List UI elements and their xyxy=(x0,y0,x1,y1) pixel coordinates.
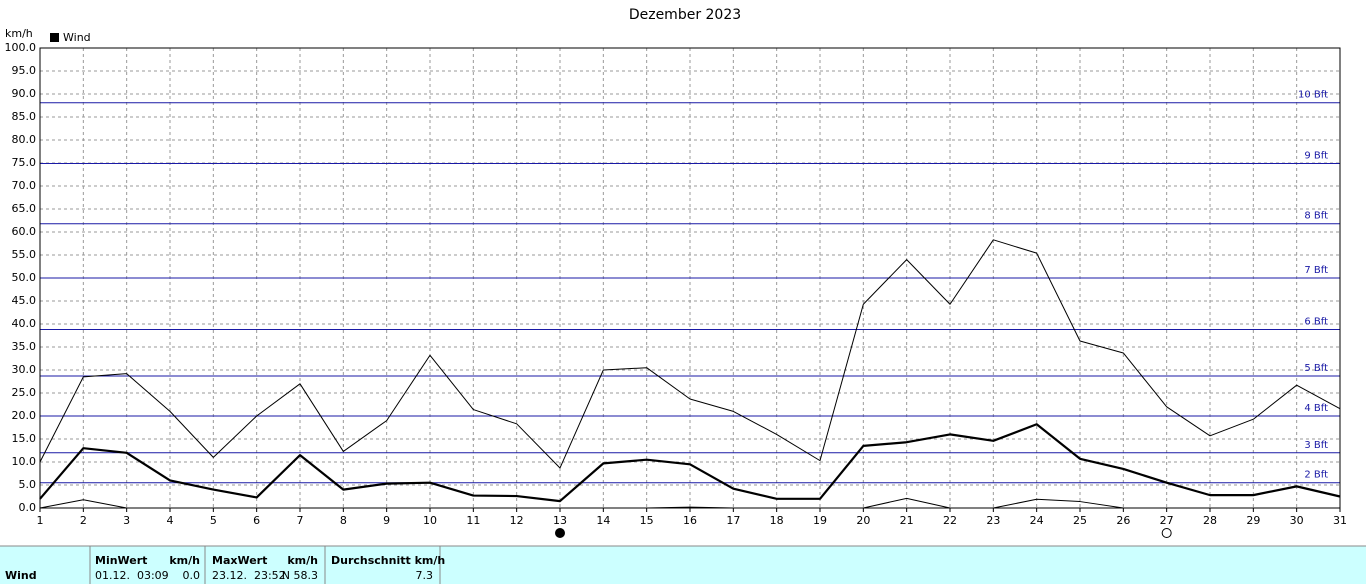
x-tick-label: 26 xyxy=(1116,514,1130,527)
y-tick-label: 25.0 xyxy=(12,386,37,399)
chart-title: Dezember 2023 xyxy=(629,7,741,23)
x-tick-label: 19 xyxy=(813,514,827,527)
x-tick-label: 4 xyxy=(167,514,174,527)
y-axis-label: km/h xyxy=(5,27,33,40)
x-tick-label: 31 xyxy=(1333,514,1347,527)
x-tick-label: 14 xyxy=(596,514,610,527)
y-tick-label: 100.0 xyxy=(5,41,37,54)
x-tick-label: 28 xyxy=(1203,514,1217,527)
x-tick-label: 16 xyxy=(683,514,697,527)
y-tick-label: 80.0 xyxy=(12,133,37,146)
footer-background xyxy=(0,546,1366,584)
footer-header: km/h xyxy=(287,554,318,567)
x-tick-label: 27 xyxy=(1160,514,1174,527)
y-tick-label: 55.0 xyxy=(12,248,37,261)
x-tick-label: 2 xyxy=(80,514,87,527)
reference-label: 9 Bft xyxy=(1304,150,1328,161)
plot-frame xyxy=(39,47,1341,509)
x-tick-label: 11 xyxy=(466,514,480,527)
x-tick-label: 5 xyxy=(210,514,217,527)
x-tick-label: 25 xyxy=(1073,514,1087,527)
x-tick-label: 18 xyxy=(770,514,784,527)
series-line xyxy=(39,239,1341,469)
x-tick-label: 9 xyxy=(383,514,390,527)
x-tick-label: 23 xyxy=(986,514,1000,527)
reference-label: 8 Bft xyxy=(1304,211,1328,222)
moon-phase xyxy=(1161,528,1172,538)
y-tick-label: 85.0 xyxy=(12,110,37,123)
legend-swatch xyxy=(50,33,59,42)
reference-label: 5 Bft xyxy=(1304,363,1328,374)
series-line xyxy=(39,497,1340,509)
x-tick-label: 20 xyxy=(856,514,870,527)
x-tick-label: 21 xyxy=(900,514,914,527)
x-tick-label: 6 xyxy=(253,514,260,527)
y-tick-label: 65.0 xyxy=(12,202,37,215)
footer-value: N 58.3 xyxy=(282,569,318,582)
x-tick-label: 12 xyxy=(510,514,524,527)
x-tick-label: 13 xyxy=(553,514,567,527)
y-tick-label: 95.0 xyxy=(12,64,37,77)
x-tick-label: 22 xyxy=(943,514,957,527)
reference-label: 7 Bft xyxy=(1304,265,1328,276)
footer-value: 23.12. 23:52 xyxy=(212,569,286,582)
series-line xyxy=(39,423,1341,503)
x-tick-label: 1 xyxy=(37,514,44,527)
x-tick-label: 24 xyxy=(1030,514,1044,527)
y-tick-label: 10.0 xyxy=(12,455,37,468)
x-tick-label: 29 xyxy=(1246,514,1260,527)
legend-label: Wind xyxy=(63,31,91,44)
reference-label: 2 Bft xyxy=(1304,470,1328,481)
footer: Wind MinWert km/h MaxWert km/h Durchschn… xyxy=(0,545,1366,584)
x-tick-label: 3 xyxy=(123,514,130,527)
y-tick-label: 60.0 xyxy=(12,225,37,238)
plot: 0.0 5.0 10.0 15.0 20.0 25.0 30.0 35.0 40.0 45.0 50… xyxy=(5,31,1347,538)
y-tick-label: 15.0 xyxy=(12,432,37,445)
x-tick-label: 17 xyxy=(726,514,740,527)
footer-value: 7.3 xyxy=(416,569,434,582)
footer-header: MinWert xyxy=(95,554,147,567)
y-tick-label: 0.0 xyxy=(19,501,37,514)
reference-label: 3 Bft xyxy=(1304,440,1328,451)
y-tick-label: 50.0 xyxy=(12,271,37,284)
y-tick-label: 5.0 xyxy=(19,478,37,491)
moon-phase xyxy=(555,528,565,538)
y-tick-label: 35.0 xyxy=(12,340,37,353)
reference-label: 10 Bft xyxy=(1298,90,1328,101)
reference-label: 4 Bft xyxy=(1304,403,1328,414)
x-tick-label: 7 xyxy=(297,514,304,527)
y-tick-label: 90.0 xyxy=(12,87,37,100)
reference-label: 6 Bft xyxy=(1304,317,1328,328)
footer-value: 01.12. 03:09 xyxy=(95,569,169,582)
y-tick-label: 70.0 xyxy=(12,179,37,192)
footer-header: MaxWert xyxy=(212,554,267,567)
footer-row-label: Wind xyxy=(5,569,37,582)
x-tick-label: 15 xyxy=(640,514,654,527)
y-tick-label: 45.0 xyxy=(12,294,37,307)
y-tick-label: 75.0 xyxy=(12,156,37,169)
y-tick-label: 30.0 xyxy=(12,363,37,376)
footer-header: km/h xyxy=(169,554,200,567)
x-tick-label: 30 xyxy=(1290,514,1304,527)
footer-value: 0.0 xyxy=(183,569,201,582)
footer-header: Durchschnitt km/h xyxy=(331,554,445,567)
x-tick-label: 8 xyxy=(340,514,347,527)
x-tick-label: 10 xyxy=(423,514,437,527)
y-tick-label: 20.0 xyxy=(12,409,37,422)
y-tick-label: 40.0 xyxy=(12,317,37,330)
